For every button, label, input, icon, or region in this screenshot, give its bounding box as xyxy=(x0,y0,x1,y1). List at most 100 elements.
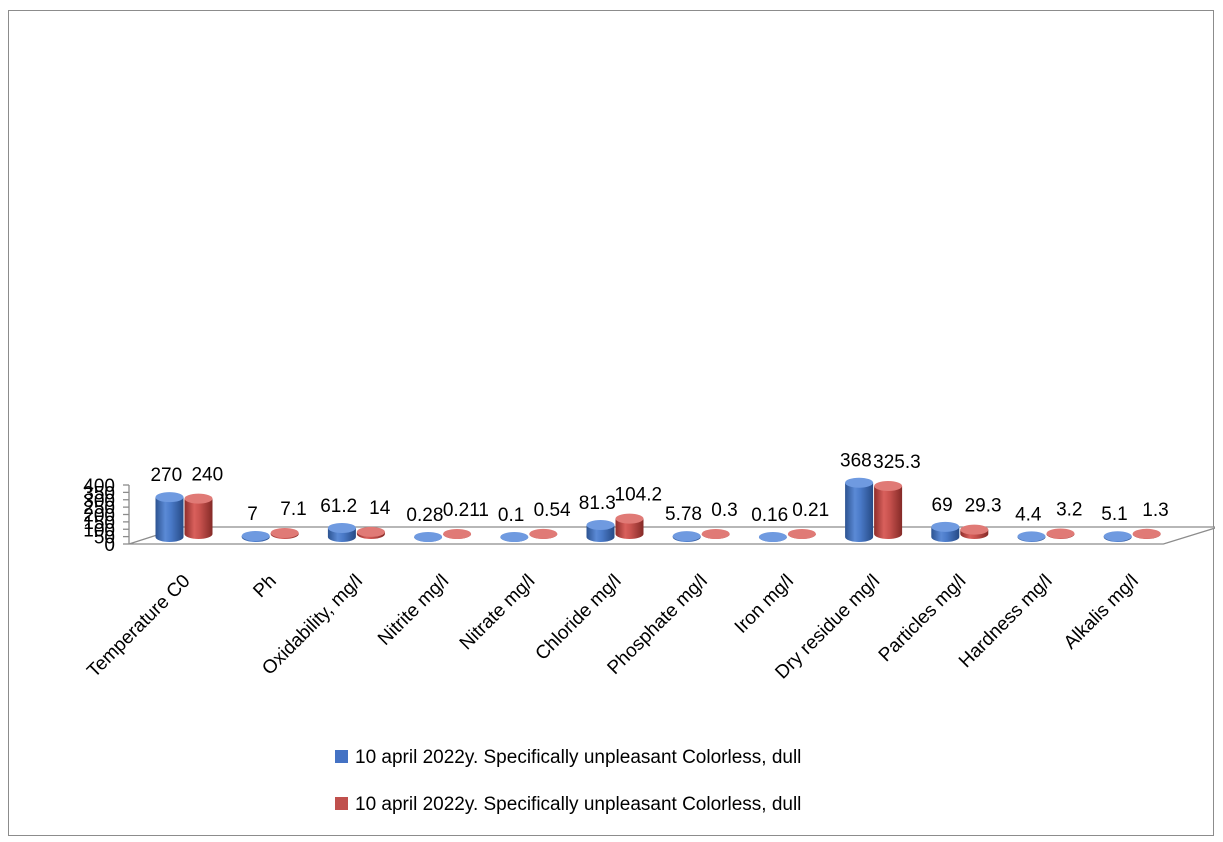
bar-body xyxy=(615,518,644,539)
x-category-label: Alkalis mg/l xyxy=(1060,571,1143,654)
bar-red xyxy=(184,493,213,539)
bar-body xyxy=(155,497,184,542)
data-label: 5.78 xyxy=(665,504,702,525)
bar-blue xyxy=(500,531,529,542)
bar-blue xyxy=(327,522,356,542)
y-tick-label: 250 xyxy=(83,498,115,519)
bar-top xyxy=(327,522,356,533)
y-tick-label: 100 xyxy=(83,520,115,541)
data-label: 0.21 xyxy=(792,500,829,521)
data-label: 0.28 xyxy=(406,505,443,526)
bar-body xyxy=(845,482,874,542)
y-tick-label: 150 xyxy=(83,513,115,534)
data-label: 5.1 xyxy=(1101,504,1127,525)
data-label: 325.3 xyxy=(873,452,921,473)
data-label: 69 xyxy=(932,495,953,516)
data-label: 270 xyxy=(150,465,182,486)
data-label: 0.211 xyxy=(443,500,489,521)
data-label: 240 xyxy=(191,465,223,486)
data-label: 0.16 xyxy=(751,505,788,526)
bar-top xyxy=(758,531,787,542)
bar-top xyxy=(155,492,184,503)
x-category-label: Ph xyxy=(249,571,280,602)
bar-top xyxy=(356,526,385,537)
bar-red xyxy=(356,526,385,539)
bar-body xyxy=(184,498,213,539)
bar-blue xyxy=(241,530,270,542)
bar-blue xyxy=(414,531,443,542)
y-tick-label: 50 xyxy=(94,528,115,549)
data-label: 7.1 xyxy=(280,499,306,520)
y-tick-label: 300 xyxy=(83,491,115,512)
data-label: 3.2 xyxy=(1056,500,1082,521)
chart-frame: 0 50 100 150 200 250 300 350 400 270 240 7 7.1 61.2 1… xyxy=(8,10,1219,836)
data-label: 368 xyxy=(840,451,872,472)
bar-red xyxy=(701,528,730,539)
bar-red xyxy=(270,527,299,539)
bar-red xyxy=(529,528,558,539)
legend-swatch xyxy=(335,750,348,763)
bar-top xyxy=(529,528,558,539)
x-category-label: Nitrite mg/l xyxy=(374,571,453,650)
x-category-label: Hardness mg/l xyxy=(955,571,1056,672)
bar-blue xyxy=(758,531,787,542)
bar-top xyxy=(184,493,213,504)
bar-top xyxy=(270,527,299,538)
bar-top xyxy=(500,531,529,542)
legend: 10 april 2022y. Specifically unpleasant … xyxy=(335,747,801,815)
bar-top xyxy=(443,528,472,539)
bar-top xyxy=(1046,528,1075,539)
bar-blue xyxy=(1017,531,1046,542)
bar-top xyxy=(241,530,270,541)
bar-top xyxy=(931,521,960,532)
x-category-label: Particles mg/l xyxy=(875,571,970,666)
y-tick-label: 400 xyxy=(83,476,115,497)
bar-blue xyxy=(672,531,701,542)
bars xyxy=(155,477,1161,542)
y-tick-label: 200 xyxy=(83,506,115,527)
data-label: 14 xyxy=(369,498,391,519)
data-label: 1.3 xyxy=(1142,500,1168,521)
bar-top xyxy=(874,481,903,492)
x-category-label: Iron mg/l xyxy=(731,571,798,638)
bar-body xyxy=(874,486,903,539)
x-category-label: Nitrate mg/l xyxy=(456,571,540,655)
bar-blue xyxy=(155,492,184,542)
legend-label: 10 april 2022y. Specifically unpleasant … xyxy=(355,747,801,768)
bar-top xyxy=(1103,531,1132,542)
bar-top xyxy=(845,477,874,488)
data-label: 61.2 xyxy=(320,496,357,517)
x-category-label: Chloride mg/l xyxy=(532,571,626,665)
data-label: 0.3 xyxy=(711,500,737,521)
data-label: 4.4 xyxy=(1015,504,1042,525)
data-label: 0.1 xyxy=(498,505,524,526)
bar-red xyxy=(443,528,472,539)
data-label: 104.2 xyxy=(615,485,663,506)
bar-top xyxy=(672,531,701,542)
bar-blue xyxy=(1103,531,1132,542)
bar-red xyxy=(960,524,989,539)
bar-top xyxy=(1017,531,1046,542)
legend-swatch xyxy=(335,797,348,810)
bar-top xyxy=(701,528,730,539)
y-tick-label: 0 xyxy=(104,535,115,556)
data-label: 81.3 xyxy=(579,493,616,514)
bar-red xyxy=(787,528,816,539)
data-label: 7 xyxy=(247,504,258,525)
bar-blue xyxy=(845,477,874,542)
bar-top xyxy=(414,531,443,542)
legend-item: 10 april 2022y. Specifically unpleasant … xyxy=(335,747,801,768)
bar-red xyxy=(615,513,644,539)
bar-red xyxy=(874,481,903,539)
legend-label: 10 april 2022y. Specifically unpleasant … xyxy=(355,794,801,815)
y-tick-label: 350 xyxy=(83,483,115,504)
bar-top xyxy=(960,524,989,535)
bar-top xyxy=(787,528,816,539)
legend-item: 10 april 2022y. Specifically unpleasant … xyxy=(335,794,801,815)
data-labels: 270 240 7 7.1 61.2 14 0.28 0.211 0.1 0.54 81.3104.… xyxy=(150,451,1168,526)
x-category-label: Temperature C0 xyxy=(83,571,194,682)
bar-top xyxy=(1132,528,1161,539)
